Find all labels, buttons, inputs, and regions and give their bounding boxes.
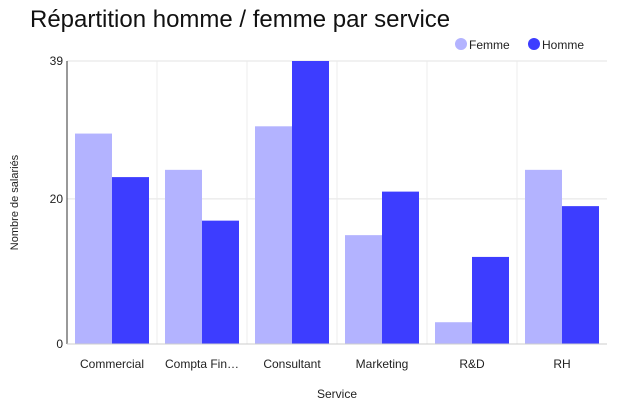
bar-femme[interactable] <box>165 169 202 344</box>
legend-label: Femme <box>469 38 510 52</box>
x-tick-label: Marketing <box>356 357 409 371</box>
x-tick-label: Consultant <box>263 357 321 371</box>
y-tick-label: 0 <box>56 337 63 351</box>
bar-femme[interactable] <box>345 235 382 344</box>
bars <box>75 61 599 344</box>
bar-homme[interactable] <box>292 61 329 344</box>
chart-title: Répartition homme / femme par service <box>30 6 451 33</box>
x-tick-labels: Commercial Compta Fin… Consultant Marketing… <box>80 357 571 371</box>
y-tick-label: 20 <box>50 192 64 206</box>
bar-femme[interactable] <box>255 126 292 344</box>
legend-label: Homme <box>542 38 584 52</box>
bar-femme[interactable] <box>525 169 562 344</box>
bar-homme[interactable] <box>382 191 419 344</box>
x-tick-label: RH <box>553 357 570 371</box>
bar-femme[interactable] <box>435 322 472 344</box>
bar-femme[interactable] <box>75 133 112 344</box>
y-axis-label: Nombre de salariés <box>9 154 21 250</box>
bar-homme[interactable] <box>472 256 509 344</box>
legend-item-homme[interactable]: Homme <box>528 38 584 52</box>
x-axis-label: Service <box>317 387 357 401</box>
x-tick-label: Compta Fin… <box>165 357 239 371</box>
legend-swatch <box>528 38 540 50</box>
x-tick-label: Commercial <box>80 357 144 371</box>
legend-item-femme[interactable]: Femme <box>455 38 510 52</box>
y-tick-label: 39 <box>50 54 64 68</box>
bar-homme[interactable] <box>112 177 149 344</box>
legend[interactable]: Femme Homme <box>455 38 584 52</box>
bar-homme[interactable] <box>562 206 599 344</box>
legend-swatch <box>455 38 467 50</box>
gridlines <box>67 60 607 344</box>
x-tick-label: R&D <box>459 357 485 371</box>
bar-homme[interactable] <box>202 220 239 344</box>
axes <box>66 61 607 345</box>
y-tick-labels: 0 20 39 <box>50 54 64 351</box>
